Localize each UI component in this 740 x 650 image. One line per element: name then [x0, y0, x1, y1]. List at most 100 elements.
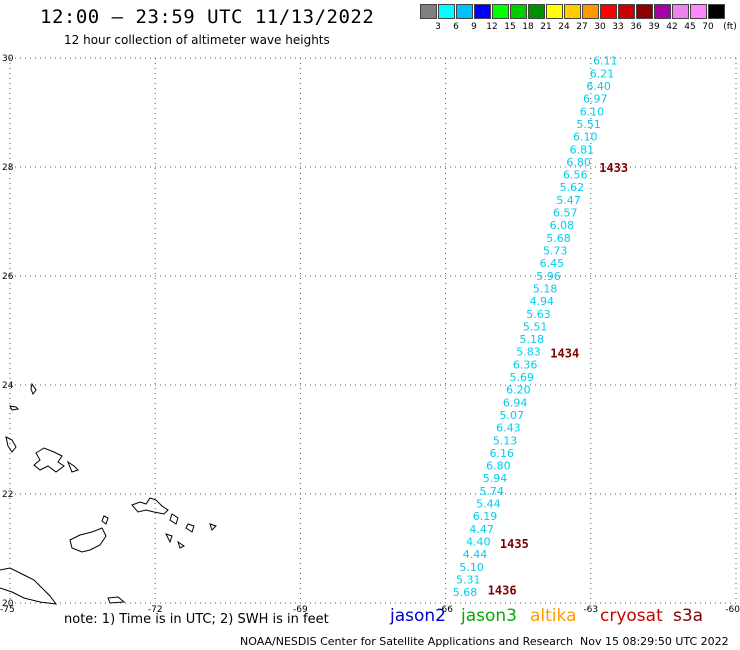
legend-swatch — [456, 4, 473, 19]
legend-swatch — [546, 4, 563, 19]
legend-swatch — [438, 4, 455, 19]
lon-tick-label: -66 — [438, 605, 453, 615]
legend-swatch — [564, 4, 581, 19]
island-outline — [69, 527, 107, 553]
wave-height-track: 6.116.216.406.976.105.516.106.816.806.56… — [453, 55, 618, 599]
island-outline — [101, 515, 109, 525]
wave-height-label: 6.45 — [540, 257, 565, 270]
island-outline — [66, 460, 79, 473]
wave-height-label: 6.94 — [503, 396, 528, 409]
lat-tick-label: 30 — [2, 54, 14, 64]
wave-height-label: 6.80 — [486, 460, 511, 473]
wave-height-label: 5.13 — [493, 434, 518, 447]
legend-label: 36 — [630, 22, 642, 32]
island-outline — [131, 497, 169, 515]
island-outline — [9, 405, 20, 411]
wave-height-label: 6.40 — [586, 80, 611, 93]
wave-height-label: 5.83 — [516, 346, 541, 359]
island-outline — [185, 523, 195, 533]
map-title: 12:00 – 23:59 UTC 11/13/2022 — [40, 6, 375, 28]
legend-label: 27 — [576, 22, 588, 32]
legend-label: 39 — [648, 22, 660, 32]
axis-labels: -75 -72 -69 -66 -63 -60 30 28 26 24 22 20 — [0, 54, 740, 615]
wave-height-label: 5.18 — [533, 282, 558, 295]
credit-text: NOAA/NESDIS Center for Satellite Applica… — [240, 635, 574, 648]
sat-s3a: s3a — [673, 606, 704, 626]
wave-height-label: 6.10 — [580, 105, 605, 118]
legend-label: 6 — [453, 22, 459, 32]
legend-label: 9 — [471, 22, 477, 32]
legend-label: 30 — [594, 22, 606, 32]
map-subtitle: 12 hour collection of altimeter wave hei… — [64, 33, 330, 47]
legend-swatch — [636, 4, 653, 19]
wave-height-label: 5.69 — [510, 371, 535, 384]
legend-label: 12 — [486, 22, 498, 32]
lat-tick-label: 24 — [2, 381, 14, 391]
time-label: 1434 — [550, 346, 579, 360]
legend-swatch — [672, 4, 689, 19]
legend-swatch — [690, 4, 707, 19]
legend-label: 15 — [504, 22, 516, 32]
wave-height-label: 5.18 — [520, 333, 545, 346]
sat-jason2: jason2 — [390, 606, 446, 626]
legend-swatch — [618, 4, 635, 19]
legend-label: 24 — [558, 22, 570, 32]
wave-height-label: 4.94 — [530, 295, 555, 308]
wave-height-label: 4.40 — [466, 535, 491, 548]
wave-height-label: 6.11 — [593, 55, 618, 68]
wave-height-label: 6.16 — [489, 447, 514, 460]
island-outline — [209, 523, 217, 531]
lat-tick-label: 26 — [2, 272, 14, 282]
island-outline — [30, 382, 37, 396]
lat-tick-label: 22 — [2, 490, 13, 500]
lat-tick-label: 20 — [2, 599, 14, 609]
wave-height-label: 6.56 — [563, 169, 588, 182]
wave-height-label: 4.47 — [469, 523, 494, 536]
wave-height-label: 6.43 — [496, 422, 521, 435]
wave-height-label: 6.81 — [570, 143, 595, 156]
wave-height-label: 5.74 — [479, 485, 504, 498]
island-outline — [177, 540, 185, 549]
lon-tick-label: -63 — [583, 605, 598, 615]
legend-label: 42 — [666, 22, 678, 32]
sat-jason3: jason3 — [461, 606, 517, 626]
wave-height-label: 6.08 — [550, 219, 575, 232]
wave-height-label: 6.36 — [513, 358, 538, 371]
land-outlines — [0, 382, 217, 605]
legend-label: 18 — [522, 22, 534, 32]
island-outline — [5, 436, 17, 453]
wave-height-label: 5.62 — [560, 181, 585, 194]
wave-height-label: 5.51 — [576, 118, 601, 131]
wave-height-label: 6.19 — [473, 510, 498, 523]
legend-swatch — [492, 4, 509, 19]
island-outline — [165, 533, 173, 544]
legend-label: 33 — [612, 22, 624, 32]
wave-height-label: 5.51 — [523, 320, 548, 333]
legend-label: 70 — [702, 22, 714, 32]
legend-swatch — [654, 4, 671, 19]
wave-height-label: 6.21 — [590, 67, 615, 80]
wave-height-label: 6.80 — [566, 156, 591, 169]
wave-height-label: 5.07 — [499, 409, 524, 422]
legend-swatch — [582, 4, 599, 19]
sat-cryosat: cryosat — [600, 606, 663, 626]
legend-swatch — [474, 4, 491, 19]
legend-label: 3 — [435, 22, 441, 32]
wave-height-label: 5.68 — [546, 232, 571, 245]
wave-height-label: 5.31 — [456, 573, 481, 586]
wave-height-label: 6.10 — [573, 131, 598, 144]
time-label: 1436 — [488, 583, 517, 597]
legend-swatch — [708, 4, 725, 19]
wave-height-label: 5.68 — [453, 586, 478, 599]
footer-note: note: 1) Time is in UTC; 2) SWH is in fe… — [64, 612, 329, 627]
legend-label: 45 — [684, 22, 696, 32]
island-outline — [107, 596, 126, 604]
time-label: 1435 — [500, 537, 529, 551]
legend-label: 21 — [540, 22, 552, 32]
wave-height-label: 5.10 — [459, 561, 484, 574]
lon-tick-label: -75 — [0, 605, 15, 615]
wave-height-label: 5.44 — [476, 498, 501, 511]
time-label: 1433 — [599, 161, 628, 175]
lon-tick-label: -72 — [148, 605, 163, 615]
